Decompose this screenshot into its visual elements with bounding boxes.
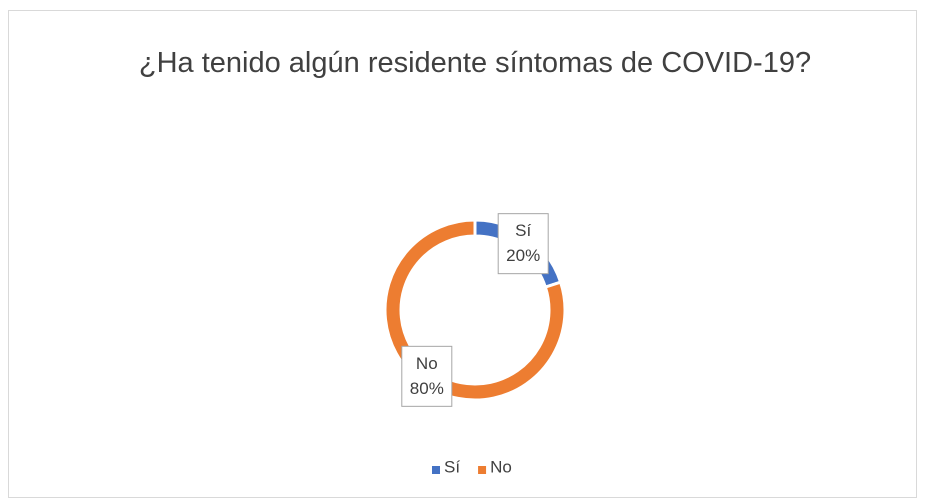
donut-slice	[383, 218, 567, 402]
legend-swatch	[478, 466, 487, 474]
data-label-value: 80%	[410, 379, 444, 398]
legend-label: No	[490, 457, 512, 476]
legend-label: Sí	[444, 457, 460, 476]
data-label-value: 20%	[506, 246, 540, 265]
chart-title: ¿Ha tenido algún residente síntomas de C…	[138, 47, 812, 79]
data-label-box	[401, 345, 453, 407]
data-label-category: No	[416, 354, 438, 373]
data-label-box	[497, 213, 549, 275]
legend-swatch	[432, 466, 440, 474]
chart-frame	[8, 10, 917, 498]
data-label-category: Sí	[515, 221, 531, 240]
